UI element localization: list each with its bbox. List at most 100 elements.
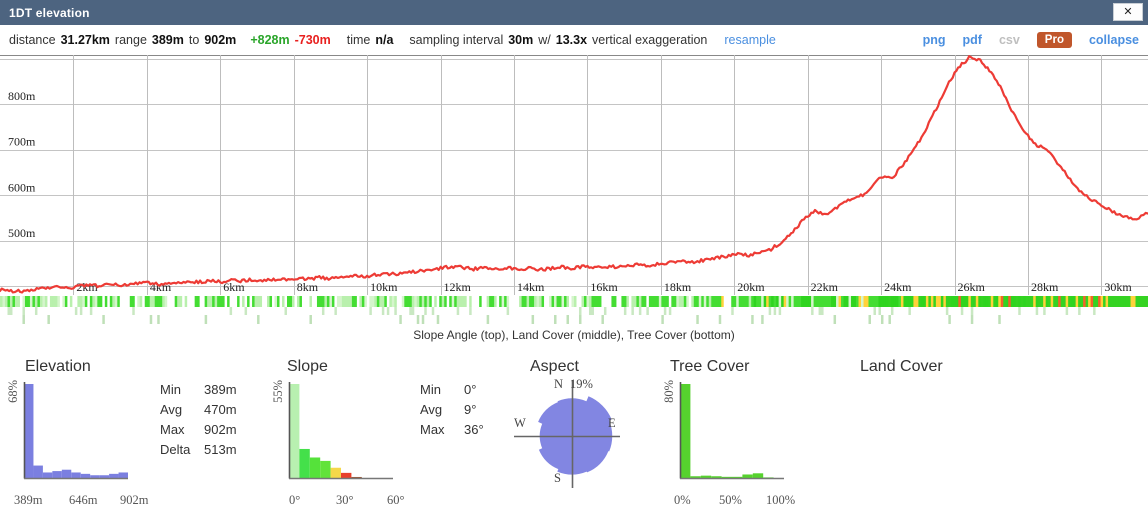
sampling-with-word: w/ (538, 33, 551, 47)
svg-text:20km: 20km (737, 280, 765, 294)
panel-tree-cover-title: Tree Cover (670, 358, 750, 375)
aspect-label-south: S (554, 471, 561, 485)
svg-text:8km: 8km (297, 280, 319, 294)
slope-angle-strip (0, 296, 1148, 307)
treecover-xtick-1: 50% (719, 493, 742, 507)
treecover-xticks: 0% 50% 100% (674, 493, 834, 511)
slope-xticks: 0° 30° 60° (289, 493, 449, 511)
elevation-xtick-2: 902m (120, 493, 149, 507)
slope-histogram (288, 382, 393, 480)
export-pdf-link[interactable]: pdf (962, 33, 982, 47)
svg-text:30km: 30km (1104, 280, 1132, 294)
elevation-profile-chart[interactable]: 500m 600m 700m 800m 2km 4km 6km 8km 10km 12km 14km… (0, 55, 1148, 295)
stat-row: Max 902m (160, 422, 237, 437)
slope-stat-value-1: 9° (464, 402, 477, 417)
svg-text:14km: 14km (517, 280, 545, 294)
range-from-value: 389m (151, 33, 184, 47)
elevation-stat-value-3: 513m (204, 442, 237, 457)
elevation-stats: Min 389m Avg 470m Max 902m Delta 513m (160, 382, 237, 462)
stat-row: Min 389m (160, 382, 237, 397)
range-label: range (114, 33, 147, 47)
elevation-stat-value-1: 470m (204, 402, 237, 417)
slope-stat-key-0: Min (420, 382, 441, 397)
elevation-stat-key-1: Avg (160, 402, 183, 417)
slope-stat-key-1: Avg (420, 402, 443, 417)
svg-text:600m: 600m (8, 180, 36, 194)
close-icon[interactable]: ✕ (1113, 3, 1143, 21)
svg-text:2km: 2km (76, 280, 98, 294)
strip-caption: Slope Angle (top), Land Cover (middle), … (413, 328, 735, 342)
land-cover-strip (0, 307, 1148, 315)
elevation-gain-value: +828m (250, 33, 290, 47)
elevation-xtick-1: 646m (69, 493, 98, 507)
aspect-max-label: 19% (570, 377, 593, 391)
tree-cover-strip (0, 315, 1148, 324)
resample-link[interactable]: resample (724, 33, 776, 47)
aspect-label-north: N (554, 377, 564, 391)
stat-row: Min 0° (420, 382, 484, 397)
collapse-link[interactable]: collapse (1088, 33, 1139, 47)
vertical-exaggeration-label: vertical exaggeration (592, 33, 708, 47)
slope-stat-value-2: 36° (464, 422, 484, 437)
elevation-stat-value-0: 389m (204, 382, 237, 397)
elevation-stat-key-3: Delta (160, 442, 191, 457)
summary-panels: Elevation 68% 389m 646m 902m Min 389m Av… (0, 350, 1148, 514)
svg-text:6km: 6km (223, 280, 245, 294)
panel-land-cover-title: Land Cover (860, 358, 943, 375)
window-titlebar: 1DT elevation ✕ (0, 0, 1148, 25)
stat-row: Avg 9° (420, 402, 484, 417)
treecover-xtick-2: 100% (766, 493, 796, 507)
svg-text:24km: 24km (884, 280, 912, 294)
slope-stat-key-2: Max (420, 422, 445, 437)
range-to-value: 902m (204, 33, 237, 47)
svg-text:700m: 700m (8, 135, 36, 149)
svg-text:500m: 500m (8, 226, 36, 240)
elevation-stat-key-2: Max (160, 422, 185, 437)
tree-cover-histogram (679, 382, 784, 480)
elevation-stat-key-0: Min (160, 382, 181, 397)
vertical-exaggeration-value: 13.3x (555, 33, 588, 47)
terrain-strips (0, 296, 1148, 324)
slope-stat-value-0: 0° (464, 382, 477, 397)
elevation-stat-value-2: 902m (204, 422, 237, 437)
slope-stats: Min 0° Avg 9° Max 36° (420, 382, 484, 442)
panel-aspect-title: Aspect (530, 358, 579, 375)
stat-row: Delta 513m (160, 442, 237, 457)
export-png-link[interactable]: png (922, 33, 946, 47)
svg-text:800m: 800m (8, 89, 36, 103)
panel-slope-title: Slope (287, 358, 328, 375)
panel-elevation-title: Elevation (25, 358, 91, 375)
stat-row: Avg 470m (160, 402, 237, 417)
export-toolbar: png pdf csv Pro collapse (923, 25, 1139, 55)
range-to-word: to (188, 33, 200, 47)
distance-value: 31.27km (60, 33, 110, 47)
slope-xtick-1: 30° (336, 493, 354, 507)
export-csv-link[interactable]: csv (998, 33, 1020, 47)
slope-xtick-0: 0° (289, 493, 301, 507)
time-value: n/a (375, 33, 394, 47)
elevation-xtick-0: 389m (14, 493, 43, 507)
window-title: 1DT elevation (9, 5, 90, 20)
time-label: time (346, 33, 371, 47)
sampling-interval-label: sampling interval (409, 33, 504, 47)
aspect-rose-chart (514, 380, 620, 488)
svg-text:10km: 10km (370, 280, 398, 294)
distance-label: distance (9, 33, 56, 47)
treecover-xtick-0: 0% (674, 493, 691, 507)
elevation-loss-value: -730m (294, 33, 331, 47)
aspect-label-east: E (608, 416, 616, 430)
svg-text:26km: 26km (958, 280, 986, 294)
sampling-interval-value: 30m (508, 33, 534, 47)
pro-badge[interactable]: Pro (1036, 32, 1072, 48)
svg-text:12km: 12km (444, 280, 472, 294)
svg-text:16km: 16km (590, 280, 618, 294)
svg-text:18km: 18km (664, 280, 692, 294)
aspect-label-west: W (514, 416, 526, 430)
slope-xtick-2: 60° (387, 493, 405, 507)
elevation-xticks: 389m 646m 902m (14, 493, 174, 511)
stat-row: Max 36° (420, 422, 484, 437)
svg-text:28km: 28km (1031, 280, 1059, 294)
elevation-histogram (23, 382, 128, 480)
svg-text:22km: 22km (811, 280, 839, 294)
